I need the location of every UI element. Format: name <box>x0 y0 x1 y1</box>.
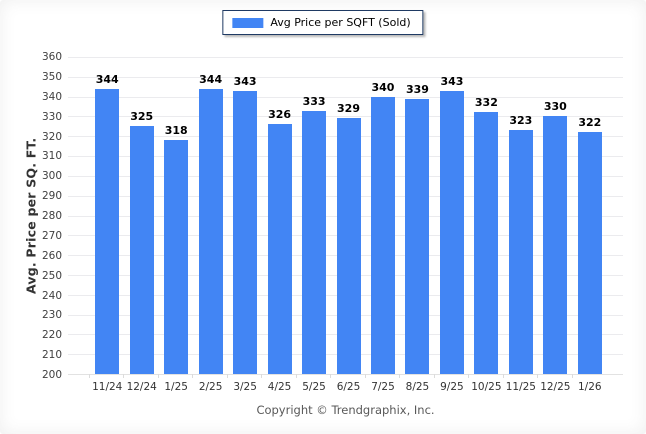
bar-value-label: 325 <box>130 110 154 124</box>
x-tick-label: 12/24 <box>126 381 157 393</box>
gridline <box>68 96 623 98</box>
bar[interactable] <box>302 110 327 374</box>
bar-value-label: 326 <box>268 108 292 122</box>
y-tick-label: 330 <box>41 110 62 123</box>
x-tick-label: 12/25 <box>540 381 571 393</box>
x-tick-label: 5/25 <box>302 381 326 393</box>
bar[interactable] <box>267 124 292 374</box>
bar[interactable] <box>543 116 568 374</box>
x-tick-label: 3/25 <box>233 381 257 393</box>
bar[interactable] <box>164 140 189 374</box>
y-tick-label: 350 <box>41 70 62 83</box>
legend-swatch <box>232 17 264 28</box>
y-tick-label: 320 <box>41 130 62 143</box>
bar-value-label: 332 <box>474 96 498 110</box>
y-tick-label: 290 <box>41 190 62 203</box>
bar-value-label: 333 <box>302 94 326 108</box>
bar-column: 330 12/25 <box>537 57 572 393</box>
bars-layer: 344 11/24 325 12/24 318 1/25 344 2/25 343 3/25 326… <box>88 57 607 393</box>
y-tick-label: 230 <box>41 309 62 322</box>
bar-value-label: 343 <box>440 74 464 88</box>
bar-column: 344 2/25 <box>192 57 227 393</box>
y-tick-label: 220 <box>41 329 62 342</box>
x-tick-label: 8/25 <box>405 381 430 393</box>
bar-column: 323 11/25 <box>502 57 538 393</box>
bar[interactable] <box>508 130 533 374</box>
bar-value-label: 343 <box>233 74 257 88</box>
bar[interactable] <box>577 132 602 374</box>
bar[interactable] <box>370 96 395 374</box>
bar-column: 343 9/25 <box>433 57 469 393</box>
legend-label: Avg Price per SQFT (Sold) <box>270 16 411 29</box>
bar-column: 322 1/26 <box>571 57 607 393</box>
bar-column: 343 3/25 <box>226 57 262 393</box>
y-tick-label: 260 <box>41 249 62 262</box>
bar[interactable] <box>439 90 464 374</box>
bar-value-label: 344 <box>199 72 223 86</box>
x-tick-label: 1/25 <box>164 381 188 393</box>
copyright: Copyright © Trendgraphix, Inc. <box>256 403 435 417</box>
bar-value-label: 339 <box>405 82 429 96</box>
bar[interactable] <box>405 98 430 374</box>
x-tick-label: 6/25 <box>336 381 361 393</box>
y-tick-label: 200 <box>41 369 62 381</box>
gridline <box>68 116 623 118</box>
gridline <box>68 57 623 58</box>
bar-value-label: 318 <box>164 124 188 138</box>
bar[interactable] <box>233 90 258 374</box>
bar-column: 326 4/25 <box>261 57 296 393</box>
bar-column: 329 6/25 <box>330 57 365 393</box>
x-tick-label: 11/25 <box>505 381 536 393</box>
y-tick-label: 280 <box>41 210 62 222</box>
x-tick-label: 1/26 <box>578 381 602 393</box>
x-tick-label: 4/25 <box>267 381 292 393</box>
y-tick-label: 250 <box>41 269 62 282</box>
bar-column: 318 1/25 <box>157 57 193 393</box>
bar-value-label: 330 <box>543 100 567 114</box>
y-axis-labels: 360 350 340 330 320 310 300 290 280 270 260 250 240 2… <box>0 51 62 381</box>
bar-column: 344 11/24 <box>88 57 124 393</box>
plot-area: 344 11/24 325 12/24 318 1/25 344 2/25 343 3/25 326… <box>68 57 623 393</box>
y-tick-label: 240 <box>41 289 62 302</box>
bar-column: 332 10/25 <box>468 57 503 393</box>
bar-value-label: 344 <box>95 72 119 86</box>
bar-column: 340 7/25 <box>364 57 400 393</box>
bar[interactable] <box>129 126 154 374</box>
y-tick-label: 360 <box>41 51 62 63</box>
bar-column: 325 12/24 <box>123 57 158 393</box>
x-tick-label: 2/25 <box>198 381 223 393</box>
x-tick-label: 10/25 <box>471 381 502 393</box>
bar[interactable] <box>95 88 120 374</box>
bar-value-label: 340 <box>371 80 395 94</box>
y-tick-label: 210 <box>41 349 62 362</box>
bar-value-label: 323 <box>509 114 533 128</box>
x-tick-label: 11/24 <box>92 381 123 393</box>
y-tick-label: 300 <box>41 170 62 183</box>
bar-column: 333 5/25 <box>295 57 331 393</box>
bar-value-label: 322 <box>578 116 602 130</box>
x-tick-label: 7/25 <box>371 381 395 393</box>
bar[interactable] <box>198 88 223 374</box>
bar[interactable] <box>336 118 361 374</box>
bar-column: 339 8/25 <box>399 57 434 393</box>
gridline <box>68 76 623 78</box>
y-tick-label: 340 <box>41 90 62 103</box>
x-tick-label: 9/25 <box>440 381 464 393</box>
bar-value-label: 329 <box>337 102 360 116</box>
bar[interactable] <box>474 112 499 374</box>
y-tick-label: 270 <box>41 229 62 242</box>
legend: Avg Price per SQFT (Sold) <box>222 10 424 35</box>
y-tick-label: 310 <box>41 150 62 163</box>
